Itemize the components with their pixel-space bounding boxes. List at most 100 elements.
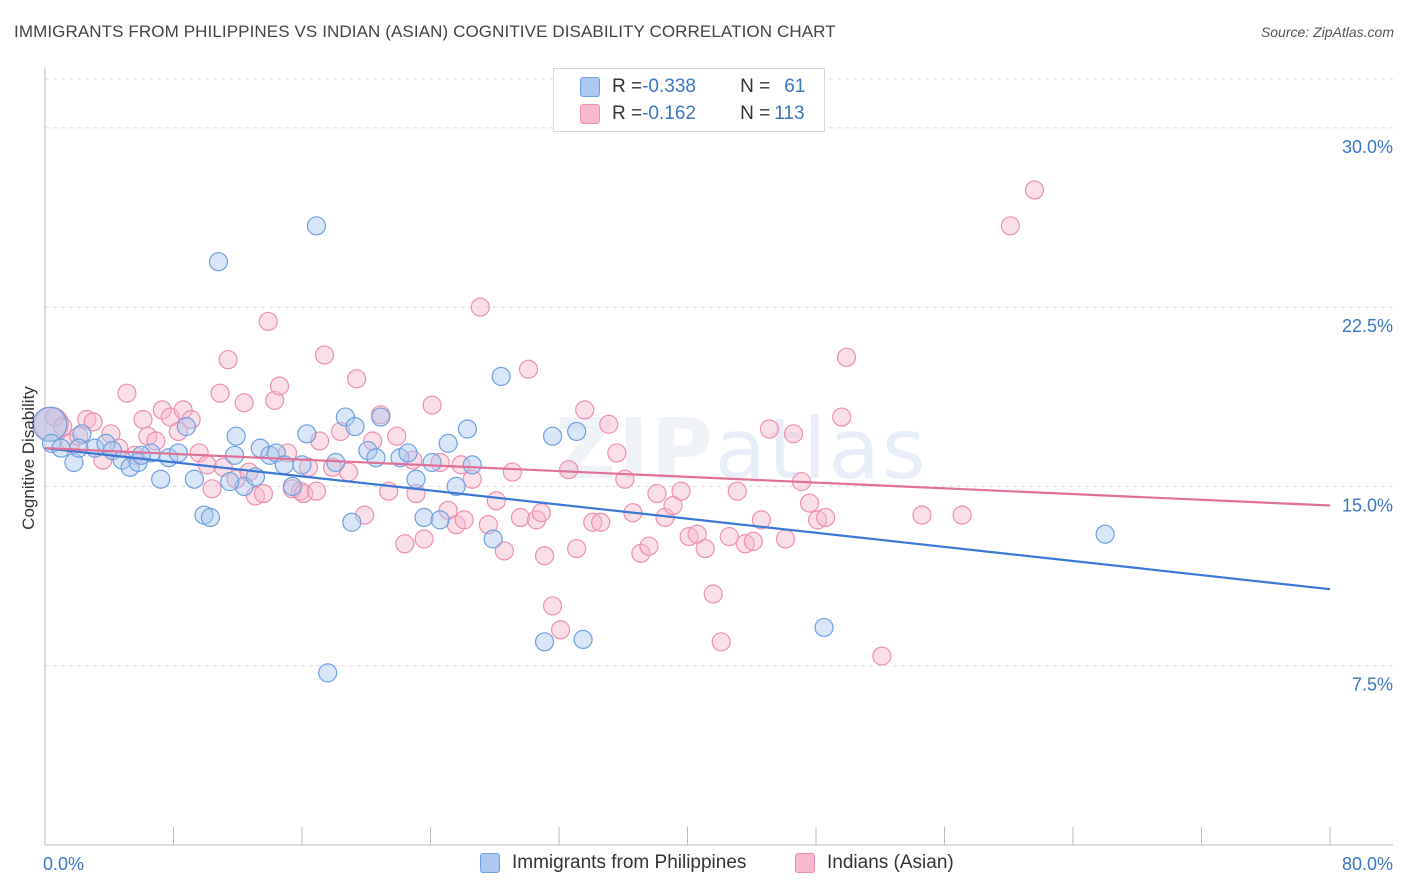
data-point <box>542 596 563 616</box>
gridlines <box>45 78 1393 667</box>
data-point <box>663 495 683 516</box>
data-point <box>743 531 763 551</box>
data-point <box>422 395 442 415</box>
data-point <box>510 507 531 528</box>
data-point <box>567 538 587 559</box>
data-point <box>363 431 383 451</box>
data-point <box>631 543 651 563</box>
data-point <box>306 481 327 501</box>
data-point <box>735 534 755 554</box>
data-point <box>83 412 103 432</box>
correlation-legend: R = -0.338 N = 61 R = -0.162 N = 113 <box>553 68 825 132</box>
data-point <box>814 617 834 638</box>
data-point <box>912 505 932 525</box>
data-point <box>131 445 151 465</box>
data-point <box>1024 180 1045 200</box>
y-tick-label: 22.5% <box>1342 316 1393 336</box>
data-point <box>531 503 551 523</box>
data-point <box>454 510 474 530</box>
data-point <box>345 417 365 437</box>
data-point <box>342 512 362 532</box>
data-point <box>176 417 196 437</box>
watermark-atlas: atlas <box>714 400 928 498</box>
data-point <box>173 400 193 420</box>
data-point <box>671 481 691 501</box>
data-point <box>69 438 89 458</box>
data-point <box>387 426 407 446</box>
data-point <box>72 424 92 444</box>
data-point <box>1095 524 1115 544</box>
data-point <box>711 632 731 652</box>
n-value: 113 <box>774 103 805 124</box>
data-point <box>151 469 171 489</box>
n-label: N = <box>740 103 771 124</box>
data-point <box>583 512 603 532</box>
legend-row-indians: R = -0.162 N = 113 <box>580 102 805 126</box>
data-point <box>200 507 221 528</box>
data-point <box>952 505 972 525</box>
legend-item-indians[interactable]: Indians (Asian) <box>795 852 954 874</box>
data-point <box>133 409 153 430</box>
legend-swatch-indians <box>795 853 815 873</box>
data-point <box>591 512 611 532</box>
data-point <box>202 479 222 499</box>
data-point <box>64 452 84 473</box>
data-point <box>446 476 466 497</box>
legend-swatch-indians <box>580 104 600 124</box>
chart-title: IMMIGRANTS FROM PHILIPPINES VS INDIAN (A… <box>14 22 836 41</box>
data-point <box>534 546 555 566</box>
data-point <box>96 433 116 453</box>
data-point <box>347 369 367 389</box>
x-tick-label: 0.0% <box>43 854 84 874</box>
data-point <box>799 493 820 513</box>
data-point <box>607 443 627 463</box>
n-value: 61 <box>784 76 806 97</box>
data-point <box>297 424 317 444</box>
axis-labels: 7.5% 15.0% 22.5% 30.0% 0.0% 80.0% Cognitive Di… <box>19 137 1393 874</box>
data-point <box>486 491 506 511</box>
data-points <box>32 180 1115 683</box>
data-point <box>422 452 442 473</box>
data-point <box>398 443 418 463</box>
legend-label-indians: Indians (Asian) <box>827 852 954 873</box>
data-point <box>573 629 593 650</box>
r-value: -0.162 <box>642 103 696 124</box>
data-point <box>330 421 351 442</box>
data-point <box>470 297 490 317</box>
axes <box>44 68 1393 846</box>
data-point <box>269 376 290 396</box>
data-point <box>719 527 739 547</box>
data-point <box>575 400 595 420</box>
data-point <box>703 584 723 604</box>
data-point <box>559 460 579 480</box>
legend-label-philippines: Immigrants from Philippines <box>512 852 747 873</box>
data-point <box>220 472 240 492</box>
data-point <box>314 345 335 365</box>
data-point <box>218 350 238 370</box>
trend-lines <box>44 447 1331 591</box>
legend-item-philippines[interactable]: Immigrants from Philippines <box>480 852 746 874</box>
data-point <box>494 541 514 561</box>
x-tick-label: 80.0% <box>1342 854 1393 874</box>
data-point <box>808 510 828 530</box>
series-legend: Immigrants from Philippines Indians (Asi… <box>0 852 1406 878</box>
data-point <box>438 500 458 520</box>
data-point <box>462 455 482 475</box>
data-point <box>727 481 747 501</box>
data-point <box>451 455 471 475</box>
data-point <box>430 510 450 530</box>
data-point <box>253 483 274 504</box>
data-point <box>695 538 715 559</box>
data-point <box>687 524 707 544</box>
data-point <box>759 419 780 439</box>
data-point <box>406 469 426 489</box>
data-point <box>265 390 285 410</box>
data-point <box>146 431 166 451</box>
data-point <box>751 510 771 530</box>
data-point <box>639 536 659 556</box>
data-point <box>599 414 619 434</box>
data-point <box>395 534 415 554</box>
r-label: R = <box>612 76 643 97</box>
data-point <box>679 527 699 547</box>
